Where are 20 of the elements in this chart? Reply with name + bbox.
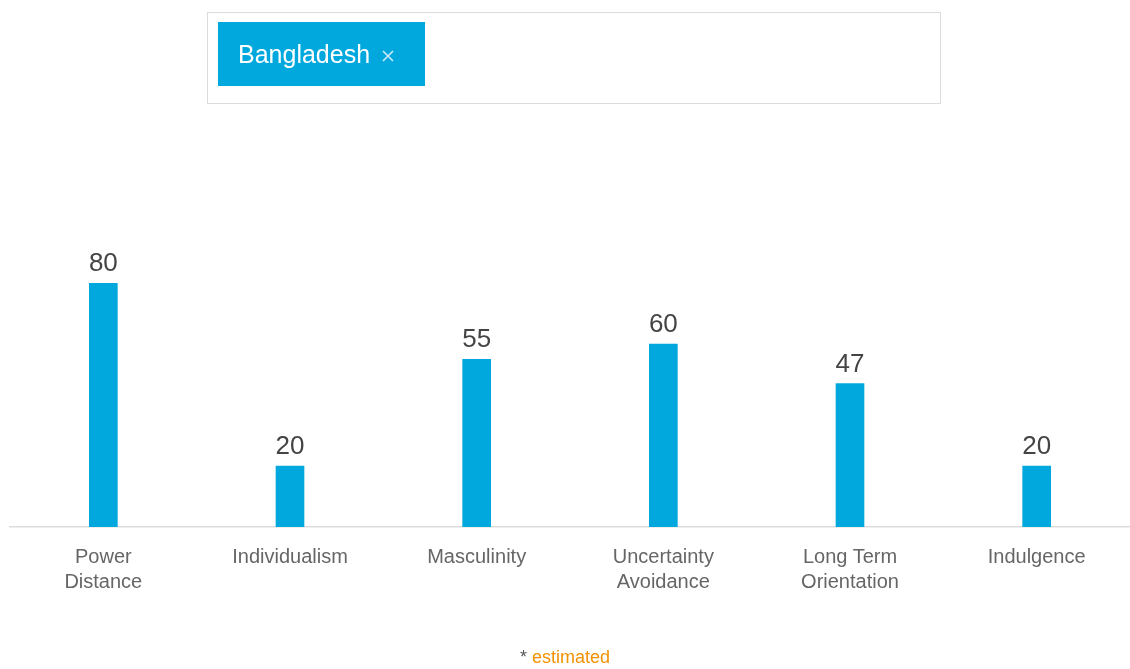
data-label: 20 xyxy=(275,430,305,461)
bar xyxy=(835,383,865,527)
data-label: 55 xyxy=(462,323,492,354)
bar xyxy=(462,358,491,527)
bar xyxy=(275,465,305,527)
x-tick-label: Indulgence xyxy=(987,545,1086,568)
data-label: 60 xyxy=(648,308,678,339)
data-label: 20 xyxy=(1022,430,1052,461)
data-label: 80 xyxy=(88,247,118,278)
x-tick-label: Long Term Orientation xyxy=(801,545,899,593)
bar xyxy=(649,343,678,527)
x-tick-label: Uncertainty Avoidance xyxy=(612,545,714,593)
bar xyxy=(89,283,118,527)
data-label: 47 xyxy=(835,347,865,378)
input-field: Bangladesh xyxy=(207,12,941,104)
bar xyxy=(1022,465,1051,527)
x-tick-label: Individualism xyxy=(232,545,348,568)
x-tick-label: Masculinity xyxy=(427,545,527,568)
text: * estimated xyxy=(519,647,611,667)
x-tick-label: Power Distance xyxy=(64,545,143,593)
